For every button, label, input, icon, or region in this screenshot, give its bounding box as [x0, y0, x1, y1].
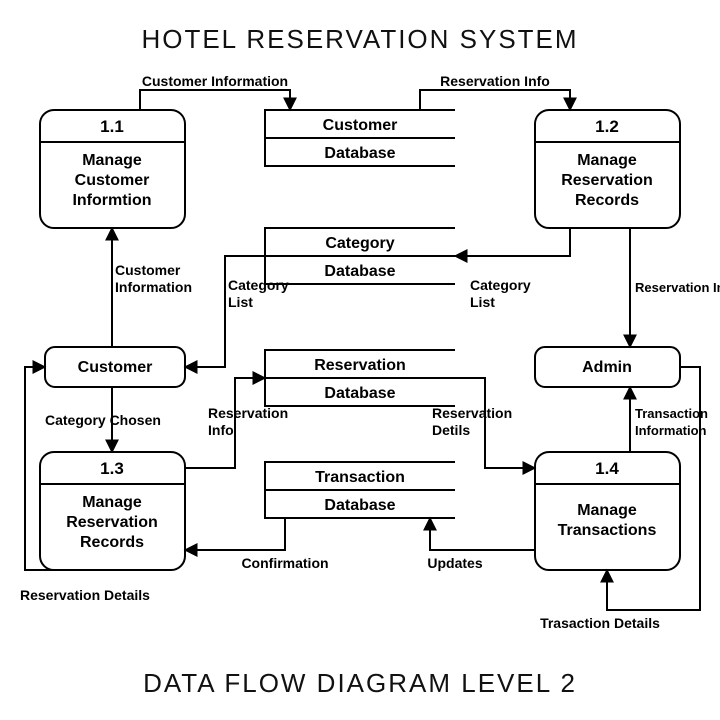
edge-label: Reservation [432, 405, 512, 421]
edge-label: Reservation Info [635, 280, 720, 295]
datastore-category: Category Database [265, 228, 455, 284]
edge-label: Customer [115, 262, 181, 278]
external-customer: Customer [45, 347, 185, 387]
svg-text:Reservation: Reservation [66, 514, 158, 531]
process-1-1: 1.1 Manage Customer Informtion [40, 110, 185, 228]
svg-text:Manage: Manage [82, 152, 142, 169]
svg-text:1.2: 1.2 [595, 117, 619, 136]
svg-text:1.3: 1.3 [100, 459, 124, 478]
svg-text:Manage: Manage [82, 494, 142, 511]
edge-label: Information [115, 279, 192, 295]
dfd-diagram: 1.1 Manage Customer Informtion 1.2 Manag… [0, 0, 720, 720]
edge-label: Detils [432, 422, 470, 438]
svg-text:Manage: Manage [577, 502, 637, 519]
edge-label: Transaction [635, 406, 708, 421]
svg-text:Transaction: Transaction [315, 469, 405, 486]
edge-label: Customer Information [142, 73, 288, 89]
process-1-3: 1.3 Manage Reservation Records [40, 452, 185, 570]
svg-text:Database: Database [324, 263, 395, 280]
edge-label: Updates [427, 555, 482, 571]
edge-label: Reservation [208, 405, 288, 421]
edge-label: List [470, 294, 495, 310]
svg-text:Customer: Customer [78, 359, 153, 376]
svg-text:Records: Records [575, 192, 639, 209]
svg-text:Database: Database [324, 385, 395, 402]
process-1-4: 1.4 Manage Transactions [535, 452, 680, 570]
datastore-transaction: Transaction Database [265, 462, 455, 518]
external-admin: Admin [535, 347, 680, 387]
edge-label: Category Chosen [45, 412, 161, 428]
svg-text:1.1: 1.1 [100, 117, 124, 136]
edge-label: Information [635, 423, 707, 438]
edge-label: Category [470, 277, 531, 293]
edge-label: Category [228, 277, 289, 293]
edge-customerdb-p12 [420, 90, 570, 110]
svg-text:Reservation: Reservation [314, 357, 406, 374]
edge-transactiondb-p13 [185, 518, 285, 550]
edge-label: Reservation Details [20, 587, 150, 603]
datastore-customer: Customer Database [265, 110, 455, 166]
svg-text:Reservation: Reservation [561, 172, 653, 189]
process-1-2: 1.2 Manage Reservation Records [535, 110, 680, 228]
svg-text:Category: Category [325, 235, 394, 252]
edge-label: Info [208, 422, 234, 438]
edge-p11-customerdb [140, 90, 290, 110]
svg-text:1.4: 1.4 [595, 459, 619, 478]
edge-p14-transactiondb [430, 518, 535, 550]
svg-text:Database: Database [324, 497, 395, 514]
edge-p12-categorydb [455, 228, 570, 256]
svg-text:Manage: Manage [577, 152, 637, 169]
datastore-reservation: Reservation Database [265, 350, 455, 406]
svg-text:Transactions: Transactions [558, 522, 657, 539]
edge-label: Reservation Info [440, 73, 550, 89]
edge-label: Trasaction Details [540, 615, 660, 631]
svg-text:Customer: Customer [323, 117, 398, 134]
edge-label: List [228, 294, 253, 310]
svg-text:Customer: Customer [75, 172, 150, 189]
svg-text:Admin: Admin [582, 359, 632, 376]
svg-text:Records: Records [80, 534, 144, 551]
edge-label: Confirmation [241, 555, 328, 571]
svg-text:Informtion: Informtion [72, 192, 151, 209]
edge-categorydb-customer [185, 256, 265, 367]
svg-text:Database: Database [324, 145, 395, 162]
